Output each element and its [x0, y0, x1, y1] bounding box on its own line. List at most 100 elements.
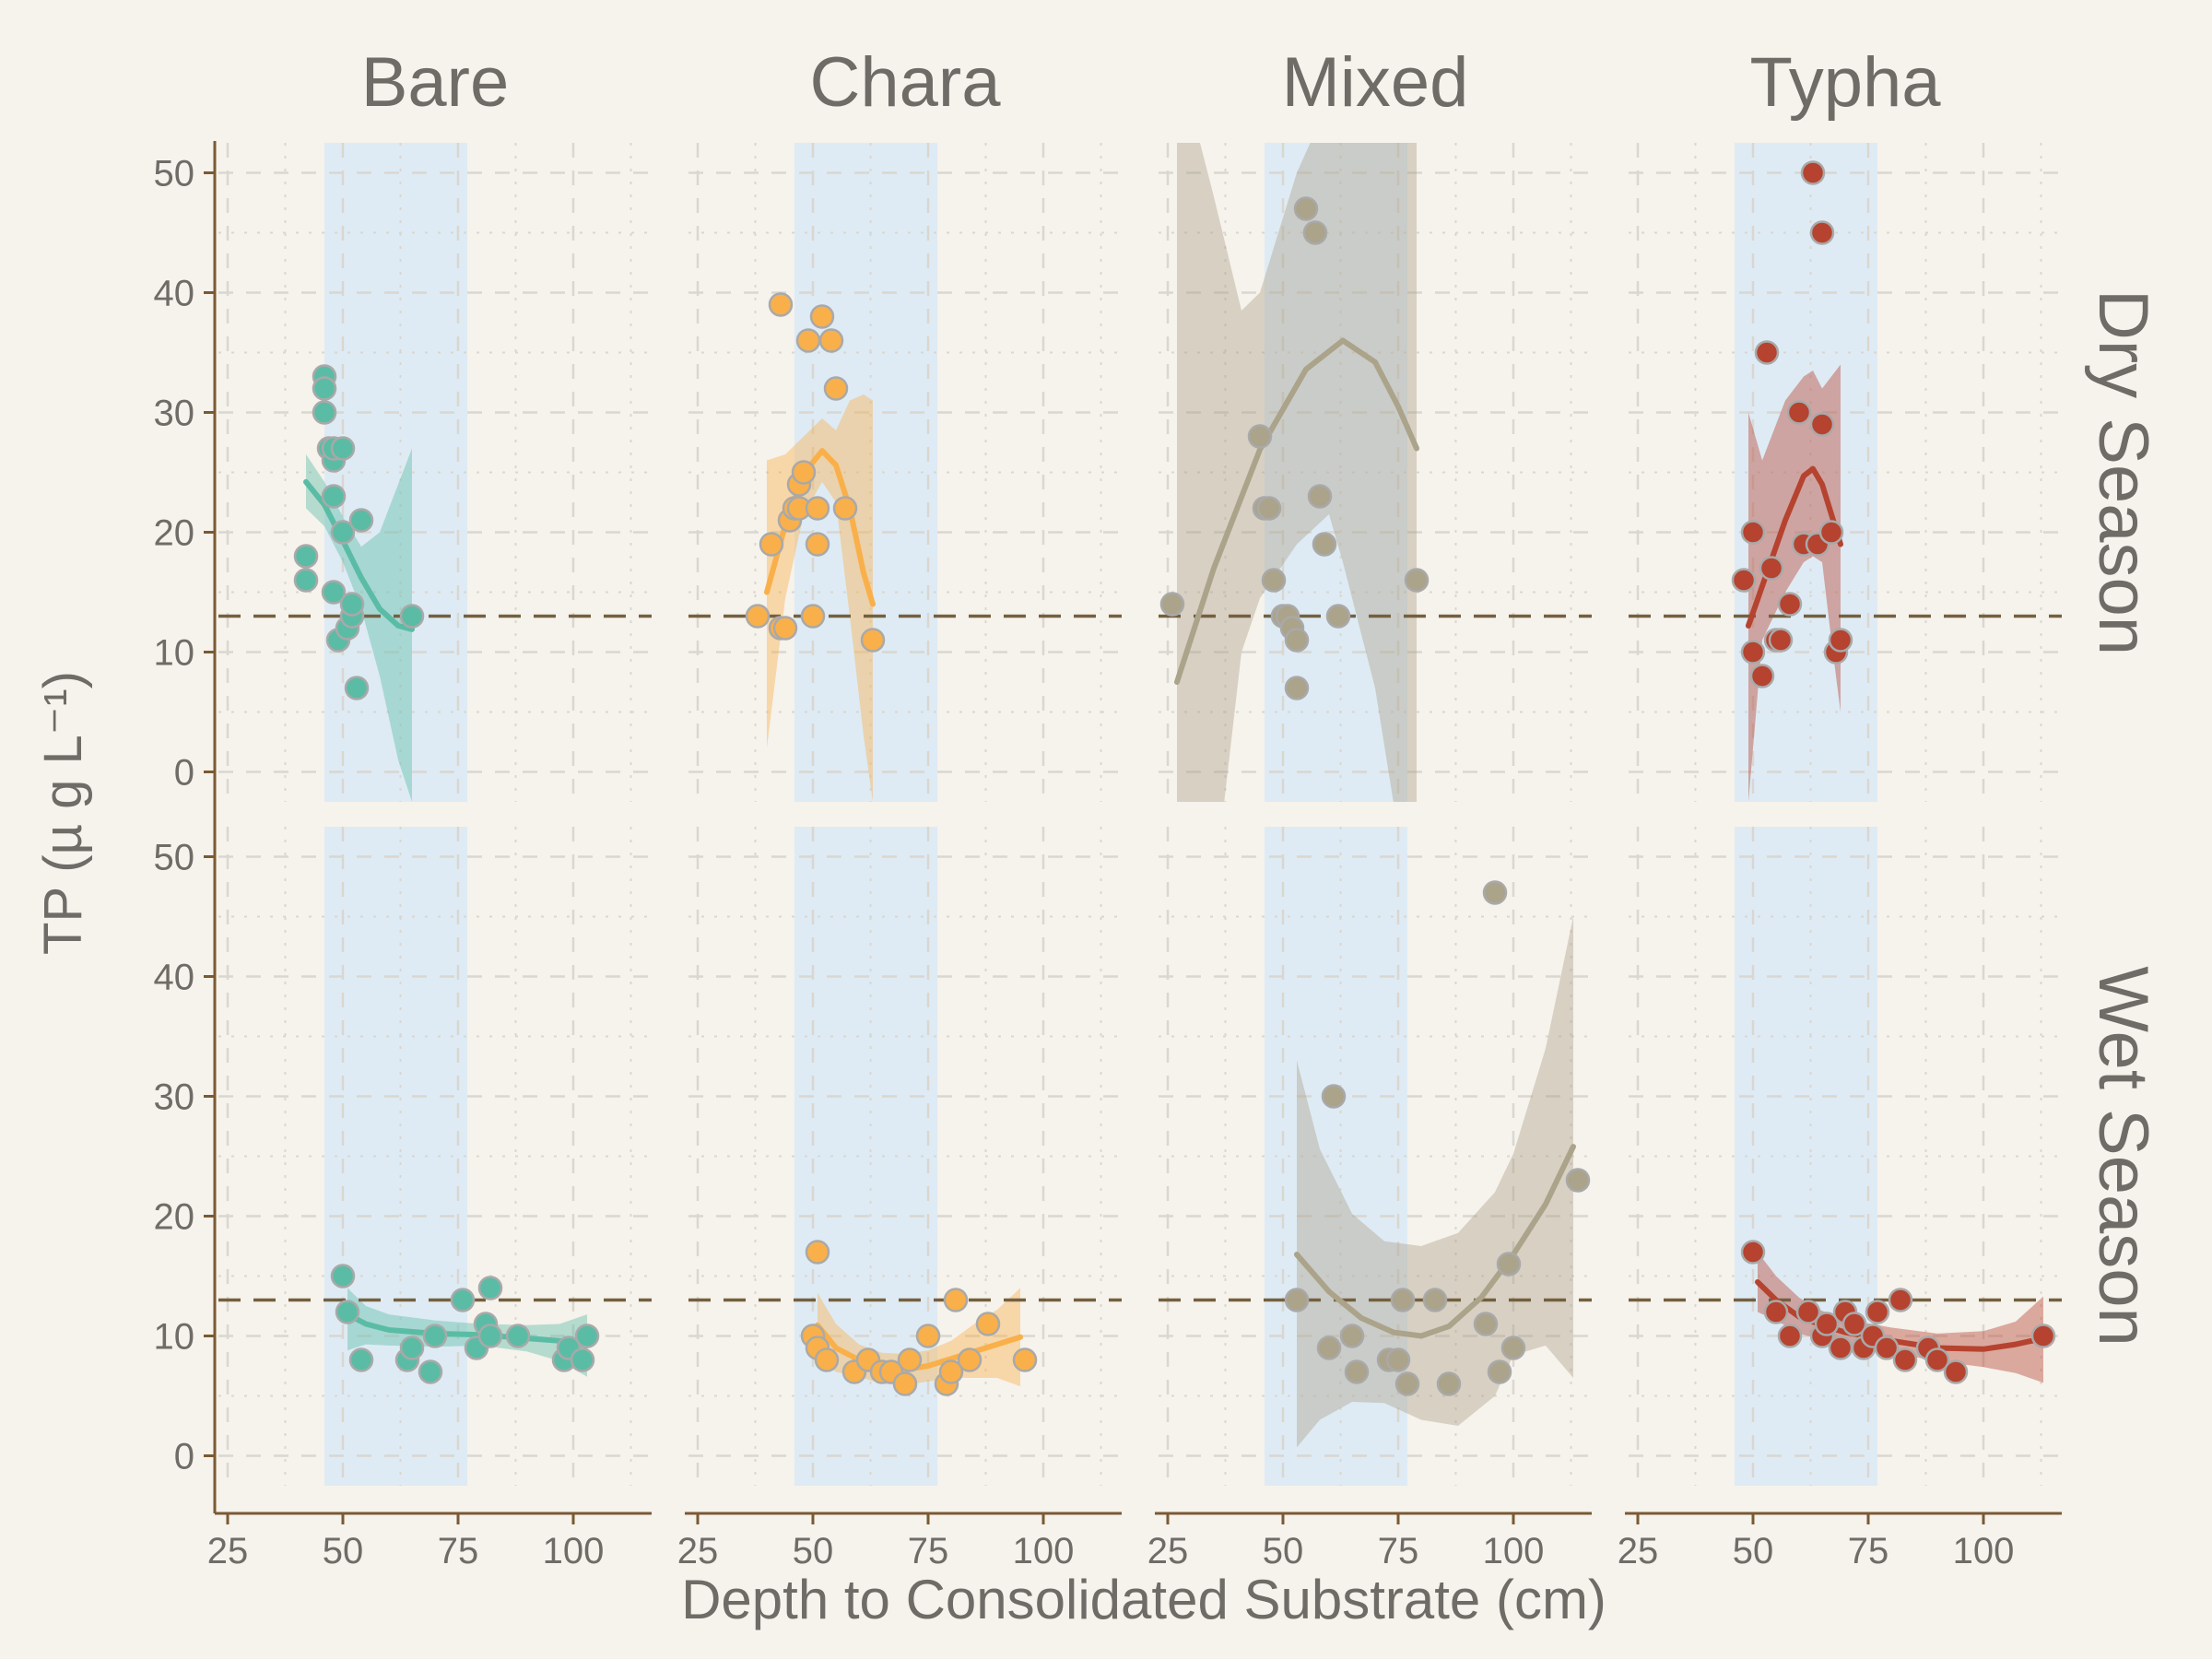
data-point [1818, 520, 1844, 545]
data-point [1892, 1347, 1918, 1372]
data-point [1740, 640, 1766, 665]
data-point [957, 1347, 982, 1372]
panel-bare-dry-season: Bare 0 10 20 30 40 50 [154, 43, 652, 830]
data-point [1436, 1371, 1462, 1396]
data-point [1159, 592, 1185, 617]
y-tick-label: 50 [154, 154, 195, 194]
panel-mixed-dry-season: Mixed [1159, 43, 1592, 802]
data-point [1754, 340, 1780, 365]
data-point [1316, 1335, 1342, 1360]
data-point [321, 484, 347, 509]
data-point [1012, 1347, 1038, 1372]
data-point [943, 1288, 969, 1312]
data-point [1487, 1359, 1512, 1384]
data-point [570, 1347, 595, 1372]
data-point [791, 460, 817, 485]
data-point [1800, 160, 1826, 185]
data-point [1763, 1300, 1789, 1324]
data-point [745, 604, 771, 629]
data-point [477, 1324, 503, 1348]
data-point [1293, 196, 1319, 221]
data-point [1888, 1288, 1913, 1312]
data-point [1339, 1324, 1365, 1348]
data-point [312, 376, 337, 401]
panel-content [688, 292, 1122, 802]
panel-content [218, 364, 652, 802]
data-point [330, 520, 356, 545]
data-point [1284, 1288, 1310, 1312]
data-point [450, 1288, 476, 1312]
data-point [505, 1324, 531, 1348]
x-tick-label: 50 [1733, 1531, 1774, 1571]
x-tick-label: 75 [1378, 1531, 1419, 1571]
data-point [1809, 220, 1835, 245]
data-point [800, 604, 826, 629]
data-point [312, 400, 337, 425]
y-tick-label: 0 [174, 1437, 194, 1477]
data-point [1307, 484, 1333, 509]
data-point [975, 1312, 1001, 1336]
data-point [892, 1371, 918, 1396]
data-point [1344, 1359, 1370, 1384]
x-tick-label: 50 [793, 1531, 834, 1571]
data-point [938, 1359, 964, 1384]
facet-label-mixed: Mixed [1282, 43, 1469, 122]
data-point [1749, 664, 1775, 688]
x-tick-label: 100 [543, 1531, 605, 1571]
data-point [1404, 568, 1430, 593]
data-point [768, 292, 794, 317]
data-point [1865, 1300, 1890, 1324]
data-point [1924, 1347, 1950, 1372]
shaded-band [1735, 827, 1877, 1486]
x-tick-label: 50 [1263, 1531, 1304, 1571]
data-point [344, 676, 370, 700]
y-tick-label: 10 [154, 1317, 195, 1358]
y-tick-label: 20 [154, 513, 195, 554]
data-point [1390, 1288, 1416, 1312]
data-point [339, 592, 365, 617]
y-tick-label: 10 [154, 633, 195, 674]
fit-line [303, 478, 415, 632]
data-point [759, 532, 784, 557]
y-tick-label: 20 [154, 1197, 195, 1238]
data-point [823, 376, 849, 401]
y-tick-label: 50 [154, 838, 195, 878]
panel-content [218, 1264, 652, 1384]
x-tick-label: 100 [1953, 1531, 2015, 1571]
data-point [1731, 568, 1757, 593]
panel-chara-wet-season: 25 50 75 100 [677, 827, 1122, 1571]
confidence-band [1177, 143, 1417, 802]
y-tick-label: 40 [154, 958, 195, 998]
x-tick-label: 25 [207, 1531, 249, 1571]
data-point [1394, 1371, 1420, 1396]
facet-label-dry-season: Dry Season [2084, 289, 2162, 655]
data-point [1795, 1300, 1821, 1324]
y-tick-label: 30 [154, 394, 195, 434]
facet-label-wet-season: Wet Season [2084, 966, 2162, 1347]
y-axis-title: TP (µ g L⁻¹) [33, 671, 93, 955]
data-point [860, 628, 886, 653]
data-point [1482, 880, 1508, 905]
data-point [335, 1300, 360, 1324]
data-point [293, 544, 319, 569]
panel-bare-wet-season: 0 10 20 30 40 50 25 50 75 100 [154, 825, 652, 1571]
fit-line [1174, 337, 1419, 685]
data-point [1302, 220, 1328, 245]
data-point [1565, 1168, 1591, 1193]
shaded-band [324, 827, 467, 1486]
data-point [422, 1324, 448, 1348]
panel-content [1629, 1240, 2062, 1384]
confidence-band [1297, 916, 1573, 1448]
panel-content [688, 1240, 1122, 1396]
x-tick-label: 25 [677, 1531, 719, 1571]
panel-typha-wet-season: Wet Season 25 50 75 100 [1618, 827, 2162, 1571]
data-point [772, 616, 798, 641]
data-point [1740, 520, 1766, 545]
x-tick-label: 75 [438, 1531, 479, 1571]
panel-chara-dry-season: Chara [688, 43, 1122, 802]
data-point [795, 328, 821, 353]
facet-label-bare: Bare [361, 43, 510, 122]
data-point [330, 436, 356, 461]
data-point [805, 532, 830, 557]
data-point [805, 496, 830, 521]
